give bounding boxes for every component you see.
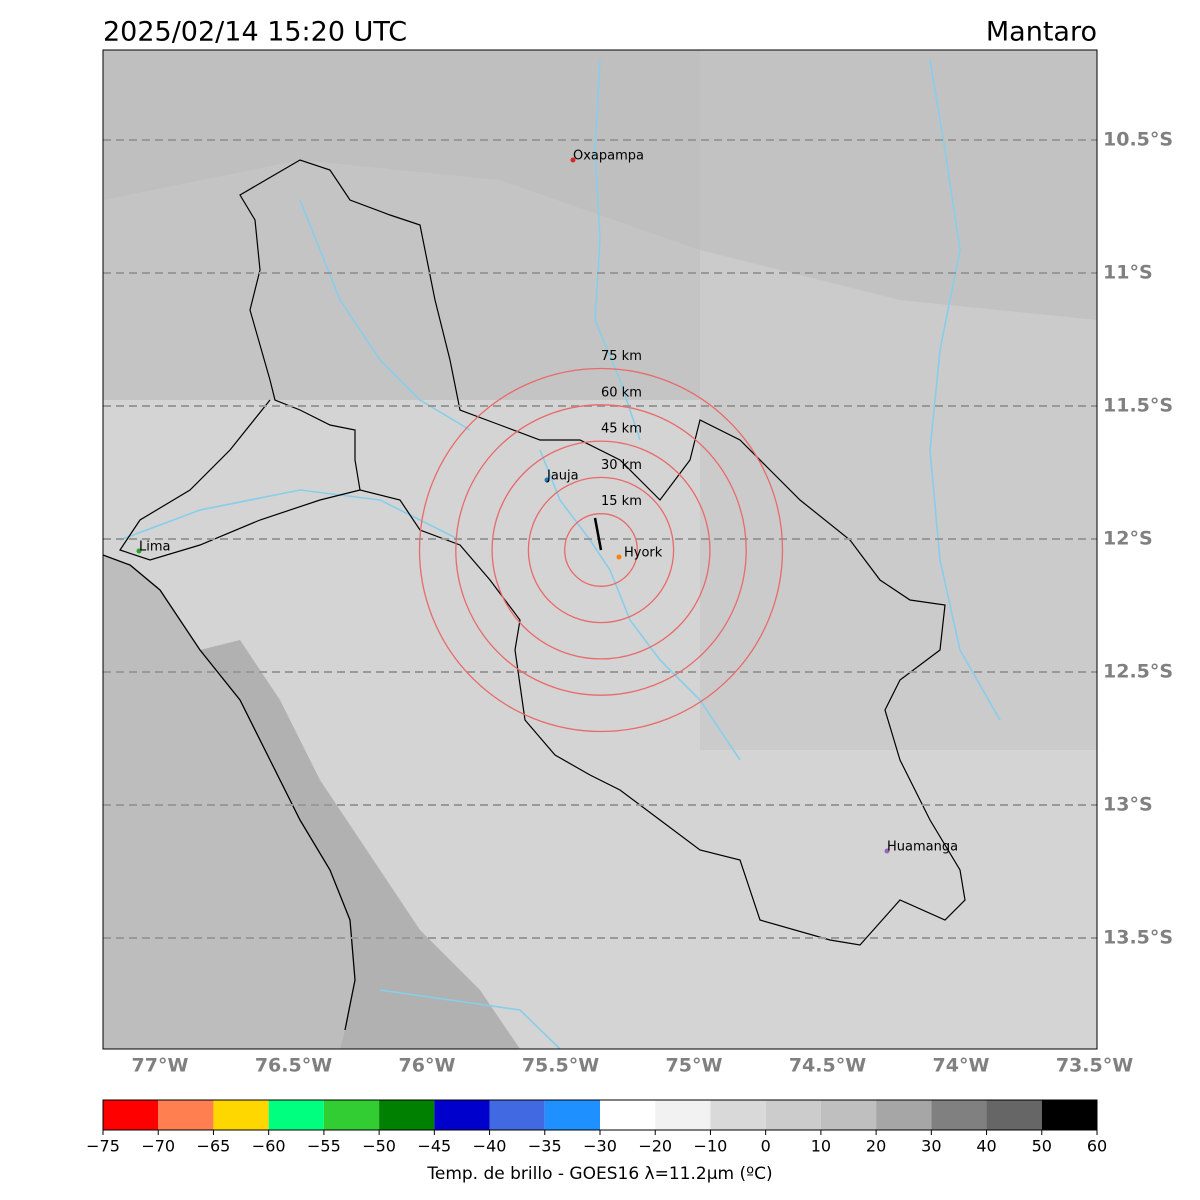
ring-label: 15 km — [601, 494, 642, 509]
graticule: 10.5°S 11°S 11.5°S 12°S 12.5°S 13°S 13.5°S 77°W… — [103, 129, 1173, 1077]
colorbar-segment — [103, 1100, 159, 1130]
lon-label: 75°W — [666, 1055, 723, 1077]
lon-label: 76°W — [399, 1055, 456, 1077]
colorbar-tick-label: 10 — [811, 1137, 831, 1156]
lon-label: 75.5°W — [522, 1055, 599, 1077]
colorbar-tick-label: −35 — [528, 1137, 562, 1156]
ring — [418, 367, 784, 733]
colorbar-tick-label: −45 — [417, 1137, 451, 1156]
lon-label: 76.5°W — [255, 1055, 332, 1077]
colorbar: −75 −70 −65 −60 −55 −50 −45 −40 −35 −30 −20 −10 0 10 2… — [86, 1099, 1107, 1184]
ring — [455, 404, 747, 696]
lon-label: 74.5°W — [789, 1055, 866, 1077]
track — [593, 517, 603, 551]
city-marker — [884, 848, 890, 854]
colorbar-tick-label: 0 — [761, 1137, 771, 1156]
region-title: Mantaro — [986, 17, 1097, 48]
river — [539, 449, 741, 761]
colorbar-segment — [544, 1100, 600, 1130]
city-label: Jauja — [546, 469, 579, 484]
basin-outline — [239, 159, 966, 946]
colorbar-tick-label: −70 — [141, 1137, 175, 1156]
river — [299, 199, 471, 431]
colorbar-segment — [655, 1100, 711, 1130]
city-marker — [136, 548, 142, 554]
ring-label: 30 km — [601, 458, 642, 473]
city-label: Huamanga — [887, 840, 958, 855]
ring-label: 45 km — [601, 422, 642, 437]
lon-label: 74°W — [933, 1055, 990, 1077]
colorbar-segment — [158, 1100, 214, 1130]
lat-label: 10.5°S — [1103, 129, 1173, 151]
city-label: Oxapampa — [573, 149, 644, 164]
ring — [527, 476, 675, 624]
colorbar-segment — [931, 1100, 987, 1130]
colorbar-tick-label: 20 — [866, 1137, 886, 1156]
colorbar-tick-label: 30 — [921, 1137, 941, 1156]
lat-label: 11°S — [1103, 262, 1153, 284]
colorbar-tick-label: −40 — [473, 1137, 507, 1156]
ring-label: 75 km — [601, 349, 642, 364]
colorbar-tick-label: −75 — [86, 1137, 120, 1156]
colorbar-segment — [434, 1100, 490, 1130]
colorbar-segment — [765, 1100, 821, 1130]
colorbar-tick-label: 40 — [976, 1137, 996, 1156]
cloud-region — [103, 50, 1097, 320]
colorbar-tick-label: −10 — [694, 1137, 728, 1156]
lon-label: 77°W — [132, 1055, 189, 1077]
colorbar-segment — [820, 1100, 877, 1130]
ring-label: 60 km — [601, 385, 642, 400]
ring — [564, 513, 638, 587]
cities: Oxapampa Jauja Lima Hyork Huamanga — [136, 149, 958, 855]
colorbar-tick-label: 50 — [1032, 1137, 1052, 1156]
colorbar-segment — [986, 1100, 1042, 1130]
city-marker — [570, 157, 576, 163]
colorbar-label: Temp. de brillo - GOES16 λ=11.2μm (ºC) — [426, 1164, 772, 1184]
lat-label: 13.5°S — [1103, 927, 1173, 949]
ocean — [103, 555, 355, 1049]
colorbar-segment — [213, 1100, 269, 1130]
lat-label: 11.5°S — [1103, 395, 1173, 417]
colorbar-segment — [379, 1100, 435, 1130]
map-frame — [102, 49, 1098, 1050]
colorbar-tick-label: 60 — [1087, 1137, 1107, 1156]
river — [379, 989, 561, 1050]
ring — [491, 440, 711, 660]
river — [119, 489, 461, 541]
city-marker — [544, 477, 550, 483]
city-label: Lima — [139, 540, 170, 555]
colorbar-tick-label: −65 — [197, 1137, 231, 1156]
colorbar-segment — [268, 1100, 324, 1130]
lat-label: 12°S — [1103, 528, 1153, 550]
datetime-title: 2025/02/14 15:20 UTC — [103, 17, 407, 48]
colorbar-segment — [710, 1100, 766, 1130]
colorbar-tick-label: −50 — [362, 1137, 396, 1156]
colorbar-segment — [876, 1100, 932, 1130]
colorbar-segment — [1041, 1100, 1097, 1130]
city-label: Hyork — [624, 546, 663, 561]
colorbar-tick-label: −20 — [638, 1137, 672, 1156]
rivers — [119, 59, 1001, 1050]
colorbar-tick-label: −60 — [252, 1137, 286, 1156]
colorbar-segment — [489, 1100, 545, 1130]
city-marker — [616, 554, 622, 560]
river — [594, 59, 641, 441]
lon-label: 73.5°W — [1056, 1055, 1133, 1077]
lat-label: 12.5°S — [1103, 661, 1173, 683]
colorbar-tick-label: −55 — [307, 1137, 341, 1156]
sub-basin-outline — [119, 399, 361, 561]
coastline — [102, 554, 356, 1031]
map-background — [103, 50, 1097, 1049]
river — [929, 59, 1001, 721]
lat-label: 13°S — [1103, 794, 1153, 816]
colorbar-tick-label: −30 — [583, 1137, 617, 1156]
warm-band — [200, 640, 520, 1049]
colorbar-segment — [323, 1100, 380, 1130]
distance-rings: 15 km 30 km 45 km 60 km 75 km — [418, 349, 784, 733]
colorbar-segment — [600, 1100, 656, 1130]
